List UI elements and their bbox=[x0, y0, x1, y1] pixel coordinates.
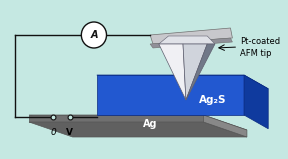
Polygon shape bbox=[97, 75, 268, 89]
Text: Ag₂S: Ag₂S bbox=[199, 95, 227, 105]
Polygon shape bbox=[29, 122, 247, 137]
Polygon shape bbox=[150, 28, 232, 44]
Polygon shape bbox=[150, 38, 232, 48]
Text: 0: 0 bbox=[50, 128, 56, 137]
Text: Ag: Ag bbox=[143, 119, 157, 129]
Text: A: A bbox=[90, 30, 98, 40]
Polygon shape bbox=[159, 44, 186, 100]
Polygon shape bbox=[29, 115, 203, 122]
Polygon shape bbox=[244, 75, 268, 129]
Polygon shape bbox=[186, 44, 215, 100]
Text: V: V bbox=[66, 128, 73, 137]
Polygon shape bbox=[183, 44, 207, 100]
Polygon shape bbox=[203, 115, 247, 137]
Text: AFM tip: AFM tip bbox=[240, 49, 272, 59]
Text: Pt-coated: Pt-coated bbox=[240, 38, 280, 46]
Polygon shape bbox=[29, 115, 247, 130]
Polygon shape bbox=[159, 36, 215, 44]
Circle shape bbox=[81, 22, 107, 48]
Polygon shape bbox=[97, 75, 244, 115]
